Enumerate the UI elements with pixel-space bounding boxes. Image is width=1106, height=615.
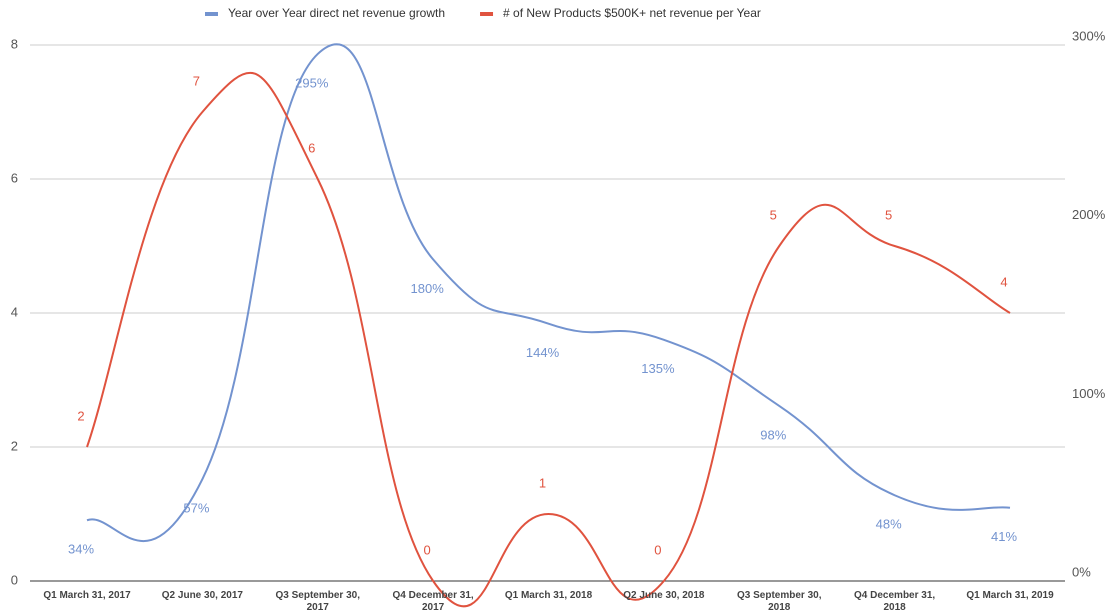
data-label: 144%: [526, 345, 560, 360]
data-label: 2: [77, 408, 84, 423]
y2-tick-label: 0%: [1072, 564, 1091, 579]
y2-tick-label: 300%: [1072, 28, 1106, 43]
data-label: 57%: [183, 501, 209, 516]
data-label: 7: [193, 73, 200, 88]
y2-tick-label: 100%: [1072, 386, 1106, 401]
x-tick-label: Q4 December 31, 2017: [392, 590, 474, 613]
data-label: 5: [885, 207, 892, 222]
data-label: 4: [1000, 274, 1007, 289]
x-tick-label: Q1 March 31, 2017: [43, 590, 131, 601]
y-tick-label: 0: [11, 572, 18, 587]
x-tick-label: Q4 December 31, 2018: [854, 590, 936, 613]
data-label: 98%: [760, 427, 786, 442]
y-tick-label: 8: [11, 36, 18, 51]
x-tick-label: Q3 September 30, 2017: [275, 590, 360, 613]
series-line: [86, 71, 1011, 608]
x-tick-label: Q2 June 30, 2018: [623, 590, 705, 601]
data-label: 34%: [68, 542, 94, 557]
legend-label: # of New Products $500K+ net revenue per…: [503, 6, 761, 20]
data-label: 41%: [991, 529, 1017, 544]
x-tick-label: Q2 June 30, 2017: [161, 590, 243, 601]
x-tick-label: Q1 March 31, 2019: [966, 590, 1054, 601]
data-label: 6: [308, 140, 315, 155]
data-label: 180%: [411, 281, 445, 296]
data-label: 0: [654, 542, 661, 557]
y2-tick-label: 200%: [1072, 207, 1106, 222]
y-tick-label: 2: [11, 438, 18, 453]
data-label: 295%: [295, 75, 329, 90]
data-label: 135%: [641, 361, 675, 376]
y-tick-label: 6: [11, 170, 18, 185]
data-label: 0: [424, 542, 431, 557]
data-label: 48%: [876, 517, 902, 532]
legend-label: Year over Year direct net revenue growth: [228, 6, 445, 20]
x-tick-label: Q1 March 31, 2018: [504, 590, 593, 601]
data-label: 5: [770, 207, 777, 222]
data-label: 1: [539, 475, 546, 490]
y-tick-label: 4: [11, 304, 18, 319]
series-line: [86, 43, 1011, 542]
x-tick-label: Q3 September 30, 2018: [737, 590, 822, 613]
